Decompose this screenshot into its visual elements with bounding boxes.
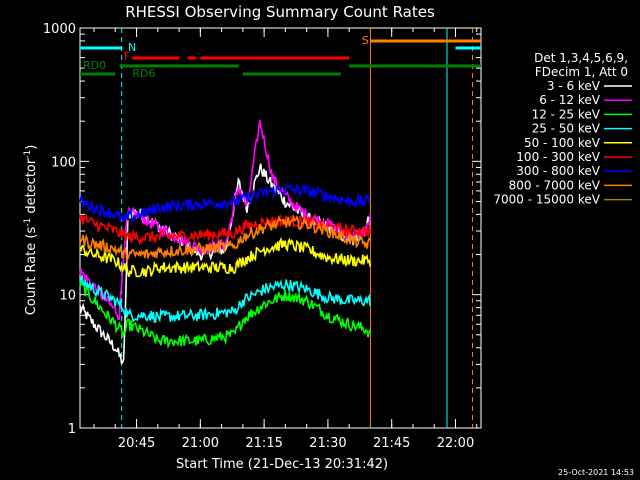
series-line	[79, 214, 371, 263]
legend-label: 3 - 6 keV	[547, 79, 601, 93]
x-tick-label: 22:00	[437, 436, 474, 451]
series-line	[79, 182, 371, 224]
x-axis-label: Start Time (21-Dec-13 20:31:42)	[176, 457, 388, 472]
legend-label: 6 - 12 keV	[539, 93, 601, 107]
x-tick-label: 21:00	[182, 436, 219, 451]
series-line	[79, 275, 371, 323]
chart-title: RHESSI Observing Summary Count Rates	[125, 3, 435, 21]
plot-frame	[79, 27, 482, 429]
x-tick-label: 20:45	[118, 436, 155, 451]
legend-label: 100 - 300 keV	[516, 150, 600, 164]
flag-label-s: S	[362, 34, 369, 47]
plot-area: 1 10 100 1000 20:45 21:00 21:15 21:30 21:45 22:00…	[43, 22, 482, 451]
y-tick-label: 1000	[43, 22, 76, 37]
timestamp: 25-Oct-2021 14:53	[558, 468, 634, 477]
legend-label: 25 - 50 keV	[532, 122, 601, 136]
y-axis-label: Count Rate (s-1 detector-1)	[23, 145, 39, 316]
flag-label-f: F	[124, 50, 130, 63]
flag-label-rd6: RD6	[132, 67, 155, 80]
y-tick-label: 100	[51, 155, 76, 170]
legend-label: 300 - 800 keV	[516, 164, 600, 178]
legend: Det 1,3,4,5,6,9,FDecim 1, Att 03 - 6 keV…	[493, 51, 632, 207]
legend-header: FDecim 1, Att 0	[535, 65, 628, 79]
legend-label: 12 - 25 keV	[532, 107, 601, 121]
flag-label-n: N	[128, 41, 136, 54]
flag-label-rd0: RD0	[83, 59, 106, 72]
y-tick-label: 1	[68, 422, 76, 437]
x-tick-label: 21:30	[309, 436, 346, 451]
series-line	[79, 213, 371, 246]
legend-header: Det 1,3,4,5,6,9,	[534, 51, 628, 65]
x-tick-label: 21:45	[373, 436, 410, 451]
series-line	[79, 236, 371, 278]
legend-label: 800 - 7000 keV	[509, 178, 601, 192]
x-tick-label: 21:15	[245, 436, 282, 451]
series-line	[79, 280, 371, 350]
y-tick-label: 10	[59, 289, 76, 304]
legend-label: 50 - 100 keV	[524, 136, 601, 150]
legend-label: 7000 - 15000 keV	[493, 193, 600, 207]
